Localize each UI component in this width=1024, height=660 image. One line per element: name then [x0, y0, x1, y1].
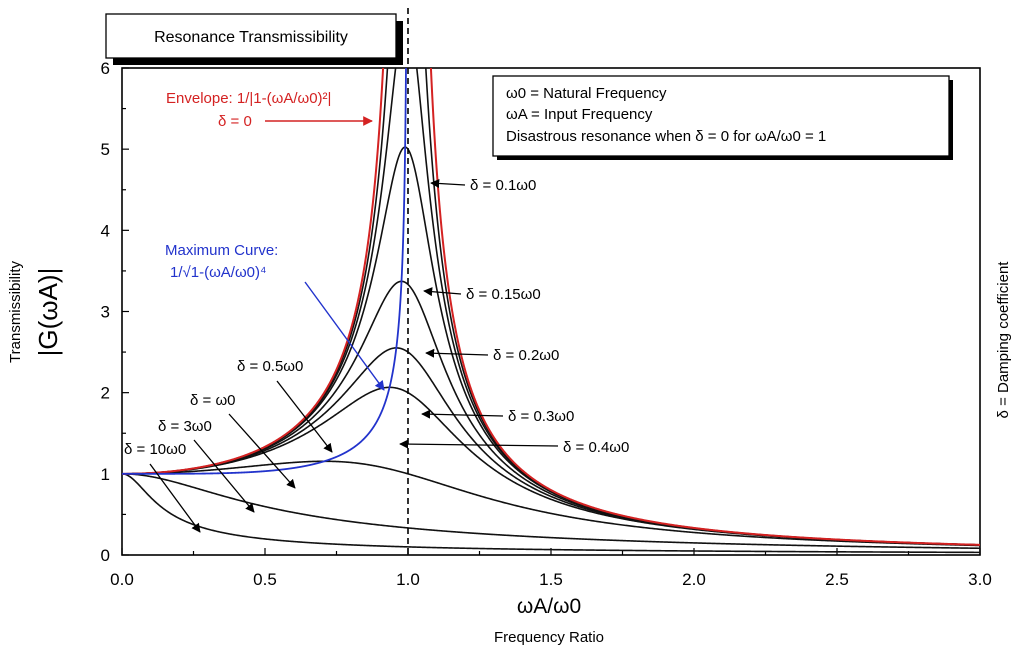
legend-input-frequency: ωA = Input Frequency [506, 106, 653, 123]
y-tick-label: 5 [101, 140, 110, 159]
label-delta-0-5: δ = 0.5ω0 [237, 358, 303, 375]
maximum-curve-formula: 1/√1-(ωA/ω0)⁴ [170, 264, 266, 281]
x-tick-label: 0.5 [253, 570, 277, 589]
damping-curve-10 [122, 473, 980, 554]
envelope-delta-label: δ = 0 [218, 113, 252, 130]
x-tick-label: 1.0 [396, 570, 420, 589]
y-tick-label: 3 [101, 303, 110, 322]
x-axis-symbol: ωA/ω0 [517, 595, 581, 618]
x-axis: 0.0 0.5 1.0 1.5 2.0 2.5 3.0 [110, 548, 992, 589]
envelope-curve-left [122, 68, 385, 475]
chart-title-box: Resonance Transmissibility [105, 13, 403, 65]
damping-curve-1 [122, 460, 980, 547]
y-tick-label: 1 [101, 465, 110, 484]
y-axis: 0 1 2 3 4 5 6 [101, 59, 129, 565]
arrow-delta-10 [149, 463, 201, 533]
arrow-delta-0-1 [430, 178, 466, 189]
arrow-delta-0-4 [399, 439, 559, 449]
label-delta-0-3: δ = 0.3ω0 [508, 408, 574, 425]
x-tick-label: 1.5 [539, 570, 563, 589]
y-tick-label: 0 [101, 546, 110, 565]
x-tick-label: 3.0 [968, 570, 992, 589]
envelope-curve-right [429, 68, 980, 546]
arrow-delta-0-15 [423, 287, 462, 297]
y-tick-label: 6 [101, 59, 110, 78]
damping-coefficient-label: δ = Damping coefficient [995, 261, 1012, 419]
label-delta-1: δ = ω0 [190, 392, 236, 409]
damping-curve-3 [122, 473, 980, 550]
envelope-label: Envelope: 1/|1-(ωA/ω0)²| [166, 90, 331, 107]
legend-resonance-note: Disastrous resonance when δ = 0 for ωA/ω… [506, 128, 826, 145]
y-axis-label: Transmissibility [7, 261, 24, 363]
y-tick-label: 4 [101, 221, 110, 240]
curves-group [122, 68, 980, 554]
arrow-delta-3 [193, 439, 255, 513]
maximum-curve-arrow [304, 281, 385, 391]
legend-box: ω0 = Natural Frequency ωA = Input Freque… [492, 75, 953, 160]
arrow-delta-0-3 [421, 409, 504, 419]
legend-natural-frequency: ω0 = Natural Frequency [506, 85, 667, 102]
maximum-curve [122, 68, 407, 475]
label-delta-3: δ = 3ω0 [158, 418, 212, 435]
x-tick-label: 2.5 [825, 570, 849, 589]
label-delta-0-4: δ = 0.4ω0 [563, 439, 629, 456]
chart-title: Resonance Transmissibility [154, 29, 348, 46]
y-axis-symbol: |G(ωA)| [33, 268, 63, 357]
x-tick-label: 2.0 [682, 570, 706, 589]
label-delta-0-15: δ = 0.15ω0 [466, 286, 541, 303]
label-delta-10: δ = 10ω0 [124, 441, 186, 458]
arrow-delta-0-5 [276, 380, 333, 453]
label-delta-0-1: δ = 0.1ω0 [470, 177, 536, 194]
maximum-curve-label: Maximum Curve: [165, 242, 278, 259]
x-tick-label: 0.0 [110, 570, 134, 589]
x-axis-label: Frequency Ratio [494, 629, 604, 646]
arrow-delta-1 [228, 413, 296, 489]
y-tick-label: 2 [101, 384, 110, 403]
damping-curve-0-2 [122, 146, 980, 546]
label-delta-0-2: δ = 0.2ω0 [493, 347, 559, 364]
arrow-delta-0-2 [425, 348, 489, 358]
